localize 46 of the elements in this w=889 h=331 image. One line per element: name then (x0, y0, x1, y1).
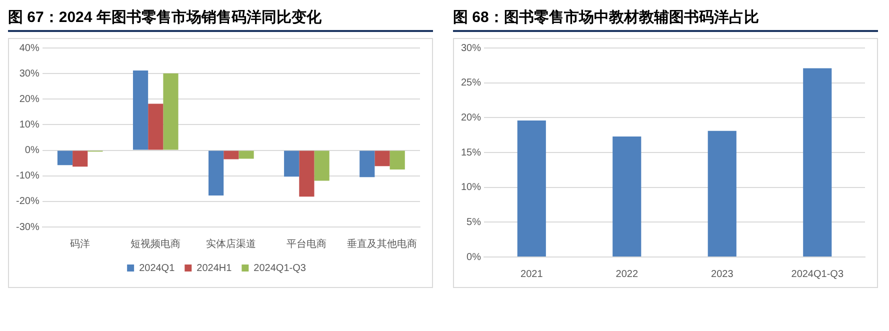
y-tick-label: 25% (461, 78, 482, 89)
y-tick-label: 30% (19, 68, 40, 80)
x-tick-label: 码洋 (70, 238, 90, 250)
bar (390, 150, 405, 170)
y-tick-label: 5% (466, 216, 482, 228)
y-tick-label: 40% (19, 42, 40, 54)
bar (57, 150, 73, 166)
bar (374, 150, 390, 166)
y-tick-label: 20% (19, 94, 40, 105)
legend-label: 2024H1 (196, 262, 232, 274)
x-tick-label: 实体店渠道 (206, 238, 256, 250)
y-tick-label: 30% (461, 42, 482, 54)
y-tick-label: -10% (16, 170, 40, 182)
x-tick-label: 垂直及其他电商 (347, 238, 418, 250)
y-tick-label: 0% (466, 252, 482, 263)
y-tick-label: 20% (461, 112, 482, 124)
y-tick-label: -20% (16, 196, 40, 208)
y-tick-label: 10% (19, 119, 40, 130)
bar (360, 150, 375, 178)
legend-label: 2024Q1 (139, 262, 176, 274)
bar (132, 70, 148, 150)
y-tick-label: -30% (16, 222, 40, 233)
x-tick-label: 2021 (520, 268, 544, 280)
bar (238, 150, 254, 159)
y-tick-label: 10% (461, 182, 482, 194)
x-tick-label: 2022 (616, 268, 638, 280)
bar (148, 104, 164, 150)
y-tick-label: 15% (461, 147, 482, 158)
bar (72, 150, 88, 167)
x-tick-label: 2023 (711, 268, 734, 280)
bar (163, 73, 178, 150)
bar (208, 150, 224, 196)
bar (517, 120, 546, 256)
bar (708, 130, 736, 256)
bar (314, 150, 330, 181)
bar (612, 136, 642, 256)
bar (284, 150, 300, 177)
chart-title: 图 67：2024 年图书零售市场销售码洋同比变化 (8, 8, 433, 32)
bar (299, 150, 314, 197)
x-tick-label: 平台电商 (286, 238, 327, 250)
x-tick-label: 短视频电商 (130, 238, 181, 250)
bar (224, 150, 239, 160)
x-tick-label: 2024Q1-Q3 (791, 268, 844, 280)
bar (803, 68, 832, 256)
y-tick-label: 0% (24, 145, 40, 156)
chart-title: 图 68：图书零售市场中教材教辅图书码洋占比 (453, 8, 878, 32)
